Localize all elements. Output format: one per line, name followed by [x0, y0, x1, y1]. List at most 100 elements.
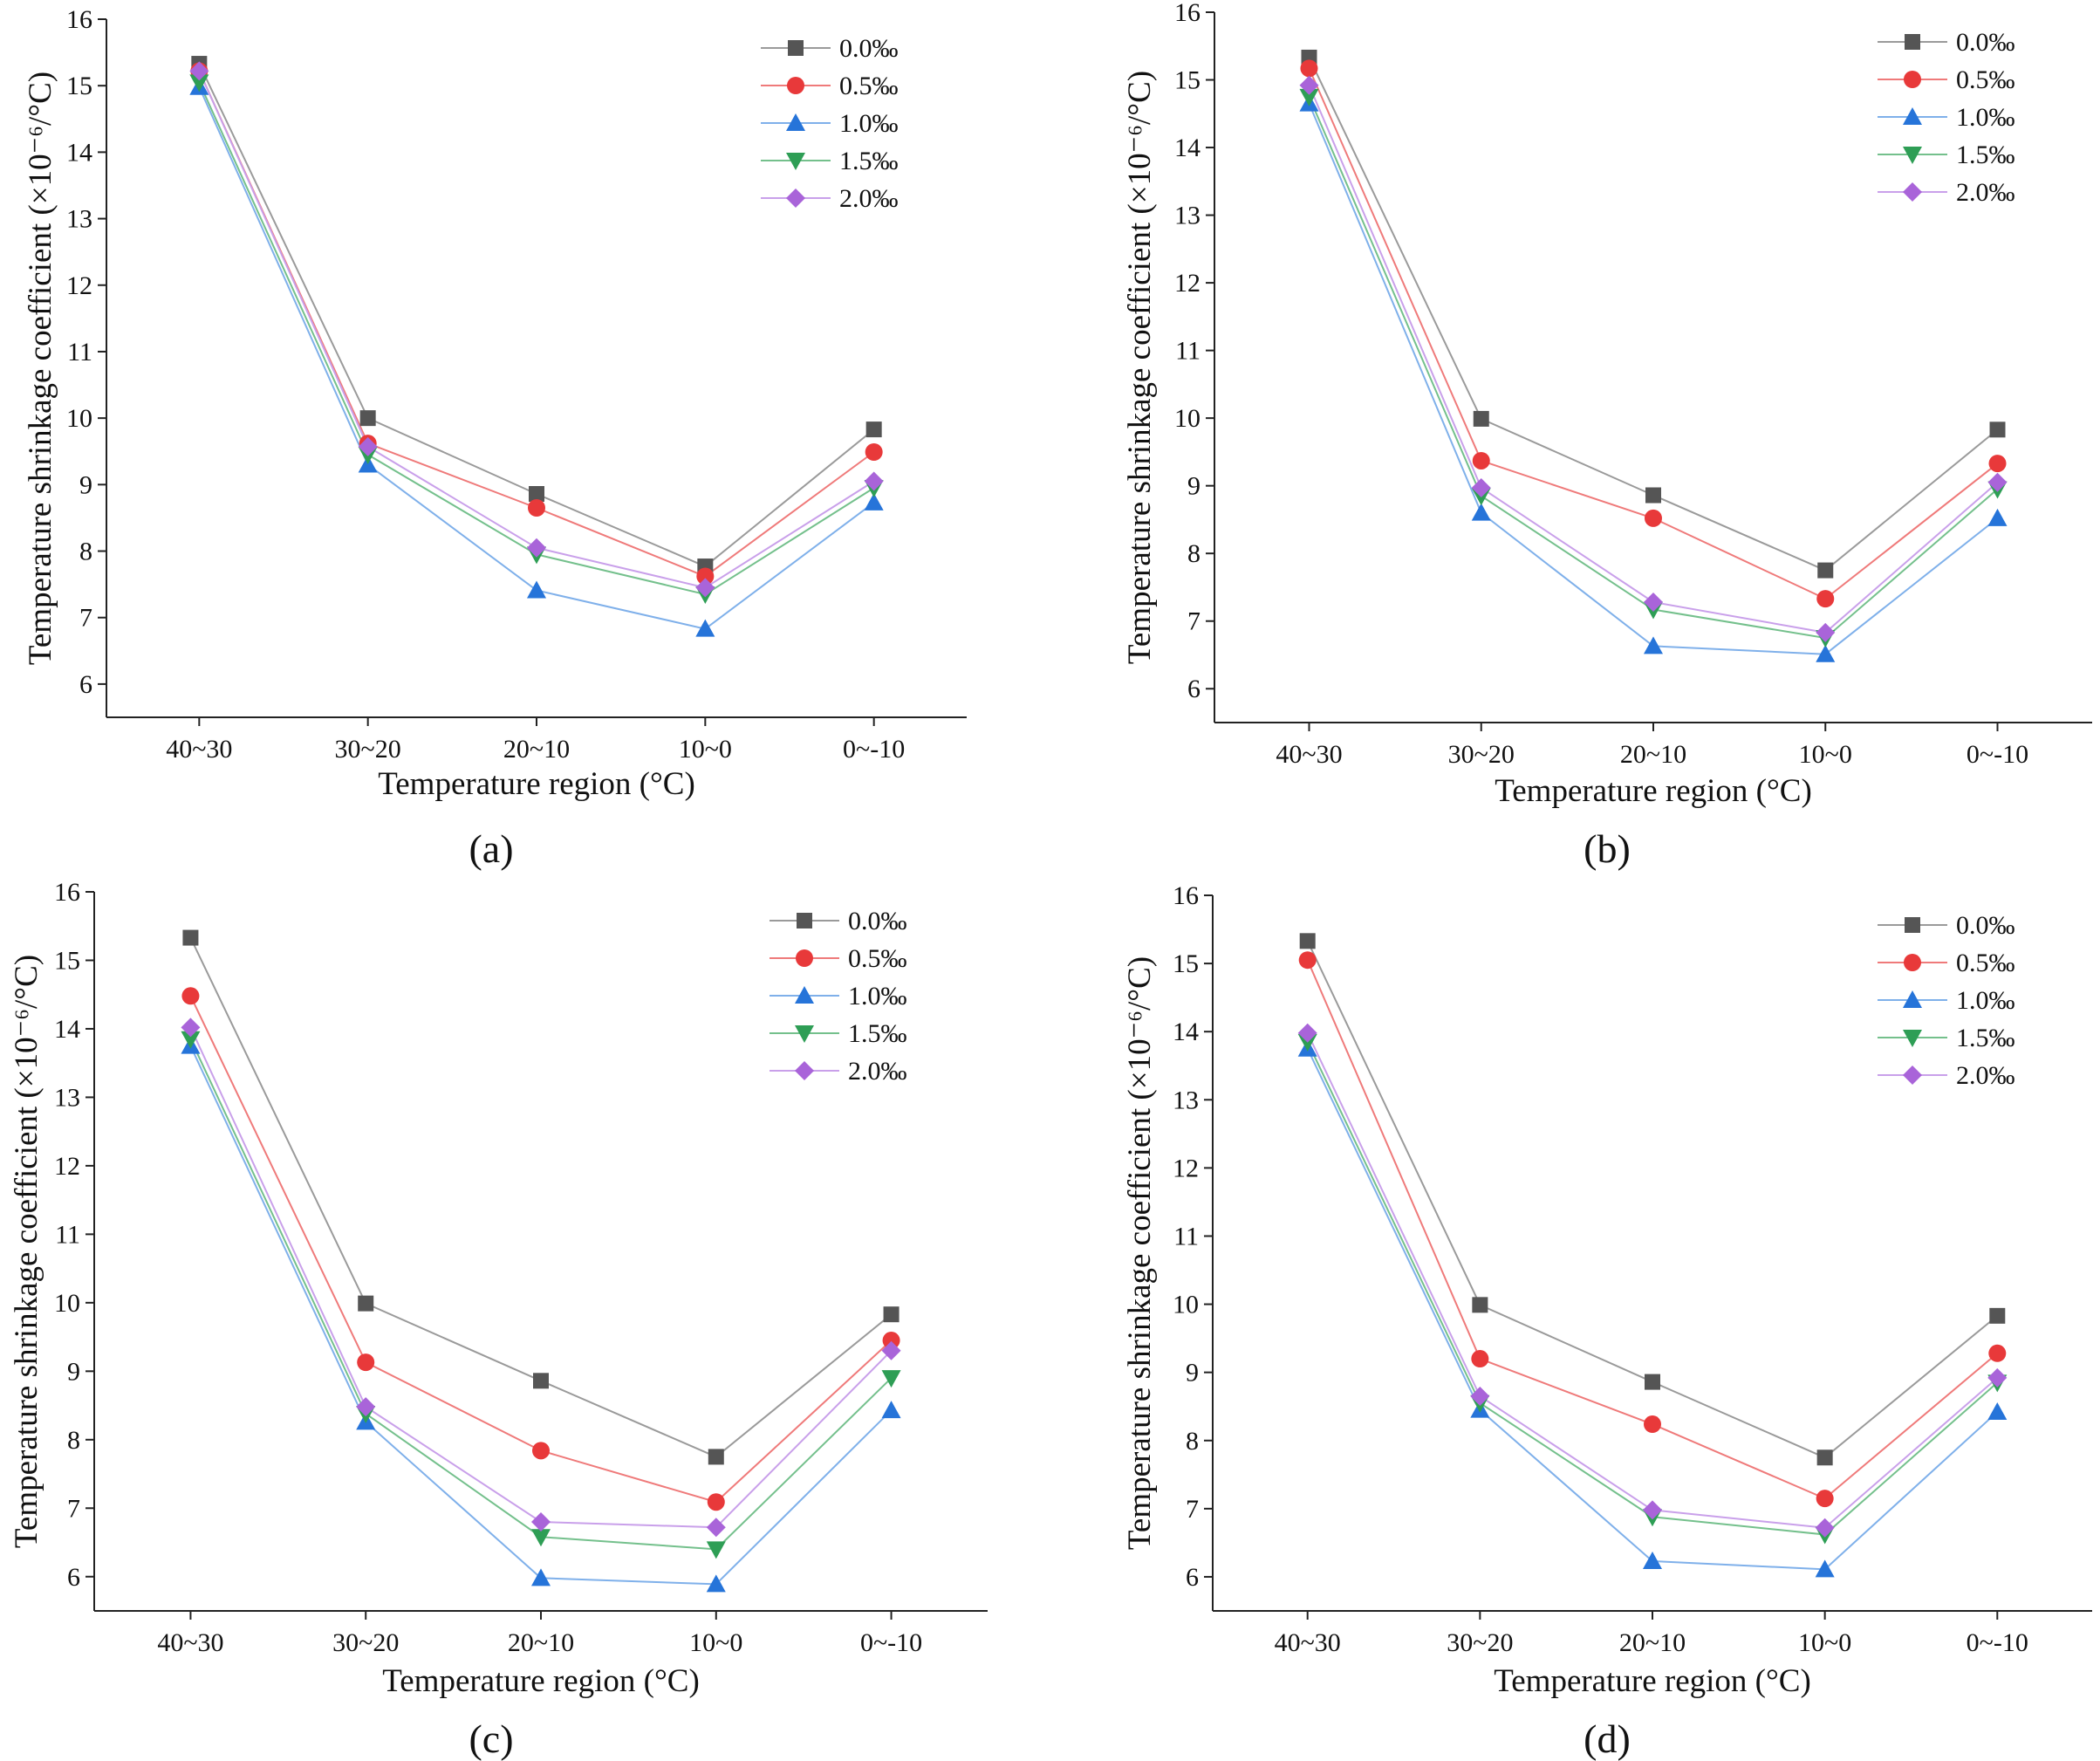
x-tick-label: 10~0: [1798, 1628, 1851, 1657]
x-axis-label: Temperature region (°C): [378, 766, 695, 802]
data-point: [695, 619, 715, 637]
legend-label: 0.5‰: [1956, 65, 2015, 94]
data-point: [864, 471, 884, 491]
legend-label: 2.0‰: [1956, 1061, 2015, 1090]
legend-label: 1.5‰: [1956, 1024, 2015, 1052]
y-tick-label: 12: [1174, 269, 1200, 298]
y-tick-label: 8: [67, 1426, 80, 1455]
y-tick-label: 6: [1186, 1563, 1199, 1592]
legend-label: 0.5‰: [839, 72, 899, 100]
y-tick-label: 9: [67, 1357, 80, 1386]
y-tick-label: 8: [1187, 539, 1200, 568]
legend-marker: [787, 77, 804, 94]
y-tick-label: 13: [1173, 1086, 1199, 1114]
y-tick-label: 11: [1175, 337, 1200, 366]
data-point: [706, 1541, 726, 1559]
data-point: [1297, 1023, 1317, 1043]
legend-label: 0.0‰: [1956, 28, 2015, 57]
chart-panel-d: 6 7 8 9 10 11 12 13 14 15 16 40~30 30~20 20~10 10~0 0~-…: [1122, 881, 2092, 1761]
legend-label: 0.5‰: [1956, 949, 2015, 977]
panel-caption: (d): [1584, 1716, 1631, 1761]
y-axis-label: Temperature shrinkage coefficient (×10⁻⁶…: [9, 955, 44, 1548]
data-point: [1645, 487, 1661, 504]
data-point: [533, 1373, 549, 1389]
y-tick-label: 16: [1174, 0, 1200, 27]
x-tick-label: 30~20: [335, 735, 401, 764]
legend-marker: [1903, 1066, 1922, 1085]
y-tick-label: 6: [79, 670, 92, 699]
y-tick-label: 16: [66, 5, 92, 34]
y-tick-label: 16: [54, 878, 80, 907]
legend-label: 1.0‰: [839, 109, 899, 138]
data-point: [1645, 1374, 1660, 1390]
data-point: [532, 1442, 550, 1460]
data-point: [695, 578, 715, 598]
data-point: [883, 1306, 900, 1323]
y-tick-label: 6: [1187, 675, 1200, 703]
y-tick-label: 11: [67, 338, 92, 367]
data-point: [531, 1511, 551, 1531]
x-tick-label: 0~-10: [1967, 1628, 2028, 1657]
legend-label: 1.0‰: [1956, 103, 2015, 132]
data-point: [1815, 1518, 1835, 1538]
data-point: [181, 1031, 201, 1049]
data-point: [531, 1568, 551, 1586]
data-point: [1816, 1449, 1833, 1466]
series-line-3: [1308, 96, 1999, 640]
data-point: [1473, 410, 1489, 427]
data-point: [881, 1370, 901, 1388]
y-tick-label: 10: [1174, 404, 1200, 433]
legend-label: 2.0‰: [1956, 178, 2015, 207]
legend-label: 2.0‰: [848, 1057, 907, 1086]
legend-marker: [788, 40, 804, 56]
data-point: [865, 421, 882, 438]
series-line-4: [1308, 85, 1999, 634]
y-tick-label: 11: [55, 1220, 80, 1249]
data-point: [529, 486, 544, 502]
data-point: [1644, 1415, 1661, 1434]
legend-label: 1.0‰: [1956, 986, 2015, 1015]
data-point: [1816, 644, 1836, 662]
y-tick-label: 11: [1173, 1222, 1199, 1251]
data-point: [1471, 477, 1491, 497]
data-point: [1299, 88, 1319, 106]
x-tick-label: 30~20: [332, 1628, 399, 1657]
data-point: [189, 61, 209, 81]
panel-caption: (b): [1584, 826, 1631, 871]
y-tick-label: 9: [1186, 1359, 1199, 1388]
legend-marker: [1903, 1030, 1922, 1047]
data-point: [1644, 593, 1663, 613]
y-tick-label: 13: [54, 1083, 80, 1112]
y-tick-label: 15: [66, 72, 92, 100]
data-point: [1299, 75, 1319, 95]
y-tick-label: 8: [1186, 1427, 1199, 1456]
x-tick-label: 0~-10: [843, 735, 905, 764]
y-tick-label: 8: [79, 538, 92, 566]
x-tick-label: 40~30: [166, 735, 232, 764]
x-tick-label: 40~30: [157, 1628, 223, 1657]
data-point: [1816, 622, 1836, 642]
data-point: [531, 1529, 551, 1547]
data-point: [1643, 1551, 1662, 1569]
series-line-2: [189, 1045, 893, 1586]
x-tick-label: 40~30: [1276, 740, 1342, 769]
legend-marker: [795, 1025, 814, 1043]
data-point: [881, 1340, 901, 1360]
series-line-4: [1306, 1032, 1998, 1529]
x-tick-label: 20~10: [503, 735, 570, 764]
panel-caption: (c): [469, 1716, 513, 1761]
y-tick-label: 9: [79, 470, 92, 499]
x-tick-label: 20~10: [1619, 1628, 1686, 1657]
x-tick-label: 20~10: [508, 1628, 574, 1657]
legend-marker: [786, 188, 805, 208]
data-point: [1989, 1307, 2006, 1324]
data-point: [359, 410, 376, 427]
data-point: [1987, 1401, 2008, 1420]
data-point: [1297, 1033, 1317, 1052]
data-point: [708, 1449, 724, 1465]
y-axis-label: Temperature shrinkage coefficient (×10⁻⁶…: [23, 72, 58, 665]
chart-panel-b: 6 7 8 9 10 11 12 13 14 15 16 40~30 30~20 20~10 10~0 0~-…: [1122, 0, 2092, 871]
legend-marker: [795, 1061, 814, 1080]
series-line-3: [1306, 1041, 1998, 1536]
data-point: [881, 1401, 901, 1419]
